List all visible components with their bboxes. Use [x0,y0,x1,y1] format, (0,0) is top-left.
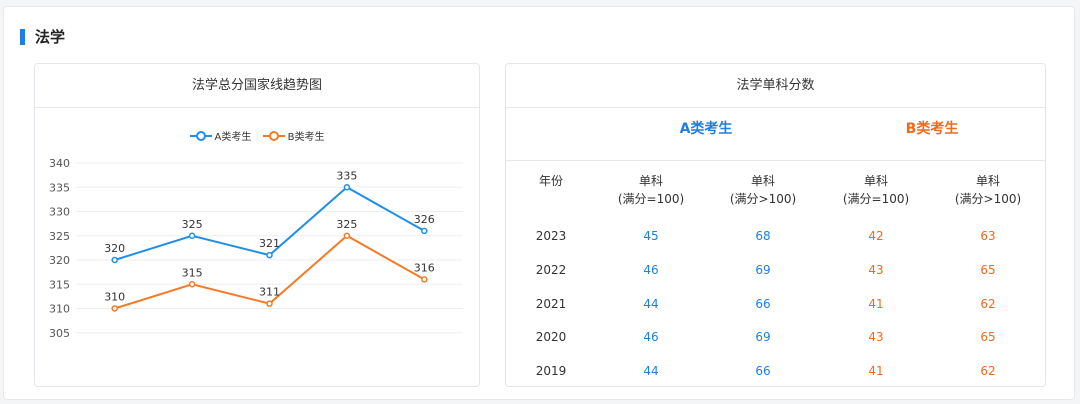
row-year-cell: 2022 [535,263,567,277]
data-point [266,251,273,259]
score-cell: 41 [868,364,884,378]
data-label: 310 [104,291,125,304]
chart-card-title: 法学总分国家线趋势图 [35,64,479,108]
row-year-cell: 2021 [535,297,567,311]
data-label: 316 [414,261,435,274]
score-cell: 69 [755,263,771,277]
column-header-line: 单科 [638,174,663,188]
legend-item-b[interactable]: B类考生 [262,128,325,143]
data-point [343,184,351,191]
column-header-score: 单科 (满分=100) [601,172,701,208]
score-cell: 43 [868,263,884,277]
total-score-chart-card: 法学总分国家线趋势图 A类考生 B类考生 300 305 310 315 320 325 3… [34,63,480,387]
data-label: 325 [182,218,203,231]
y-tick-label: 330 [49,206,70,219]
score-cell: 68 [755,229,771,243]
score-cell: 42 [868,229,884,243]
legend-label-a: A类考生 [214,132,252,143]
data-point [343,232,351,239]
column-header-line: 单科 [975,174,1000,188]
legend-marker-b-icon [262,130,285,141]
y-tick-label: 340 [49,157,70,170]
data-point [421,276,428,283]
column-header-score: 单科 (满分>100) [713,172,813,208]
data-label: 315 [182,266,203,279]
score-cell: 66 [755,364,771,378]
data-label: 335 [336,169,357,182]
section-accent-bar [20,29,25,45]
y-tick-label: 325 [49,230,70,243]
score-cell: 46 [643,330,659,344]
score-cell: 43 [868,330,884,344]
group-a-heading: A类考生 [679,121,733,137]
row-year-cell: 2023 [535,229,567,243]
data-label: 320 [104,242,125,255]
data-label: 325 [336,218,357,231]
score-cell: 66 [755,297,771,311]
column-header-line: (满分=100) [617,192,685,206]
score-cell: 62 [980,364,996,378]
score-cell: 44 [643,364,659,378]
data-label: 326 [414,213,435,226]
legend-label-b: B类考生 [287,132,325,143]
group-b-heading: B类考生 [905,121,959,137]
score-cell: 46 [643,263,659,277]
data-point [421,227,428,235]
data-point [266,300,273,307]
column-header-year: 年份 [538,174,563,188]
score-cell: 65 [980,330,996,344]
single-subject-score-card: 法学单科分数 A类考生 B类考生 年份 单科 (满分=100) 单科 (满分>100) 单… [505,63,1046,387]
y-tick-label: 305 [49,327,70,340]
table-divider [506,160,1045,161]
y-tick-label: 310 [49,303,70,316]
score-cell: 62 [980,297,996,311]
data-label: 311 [259,286,280,299]
data-point [188,232,196,239]
legend-item-a[interactable]: A类考生 [189,128,252,143]
score-cell: 45 [643,229,659,243]
legend-marker-a-icon [189,130,212,141]
row-year-cell: 2019 [535,364,567,378]
score-cell: 44 [643,297,659,311]
table-card-title: 法学单科分数 [506,64,1045,108]
column-header-line: (满分>100) [954,192,1022,206]
section-title: 法学 [35,28,66,46]
y-tick-label: 320 [49,254,70,267]
score-cell: 63 [980,229,996,243]
data-point [111,305,118,312]
law-section-panel: 法学 法学总分国家线趋势图 A类考生 B类考生 300 305 310 315 320 3… [3,6,1075,400]
data-point [188,281,196,288]
column-header-score: 单科 (满分>100) [938,172,1038,208]
column-header-line: 单科 [750,174,775,188]
column-header-score: 单科 (满分=100) [826,172,926,208]
score-cell: 69 [755,330,771,344]
y-tick-label: 335 [49,181,70,194]
y-tick-label: 315 [49,278,70,291]
data-point [111,256,118,264]
score-cell: 41 [868,297,884,311]
score-trend-line-chart: 3003053103153203253303353402019202020212… [49,157,463,352]
row-year-cell: 2020 [535,330,567,344]
column-header-line: (满分=100) [842,192,910,206]
data-label: 321 [259,237,280,250]
column-header-line: 单科 [863,174,888,188]
y-tick-label: 300 [49,351,70,352]
chart-legend: A类考生 B类考生 [35,128,479,144]
column-header-line: (满分>100) [729,192,797,206]
score-cell: 65 [980,263,996,277]
